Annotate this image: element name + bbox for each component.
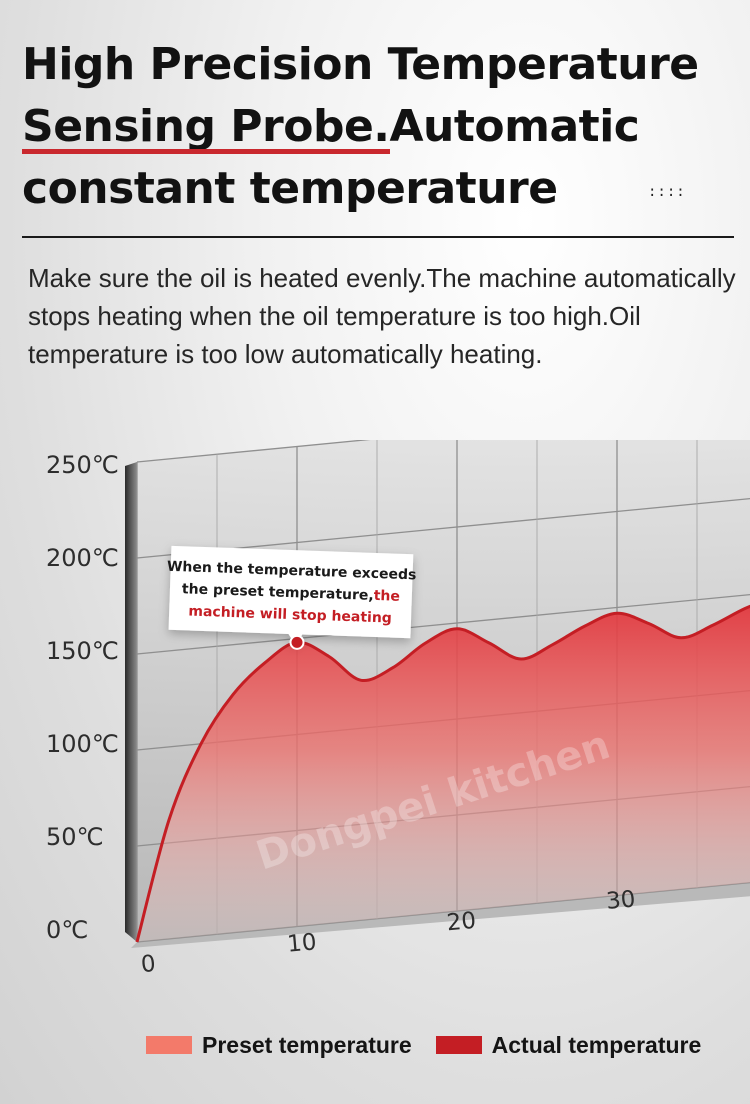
legend-item-actual: Actual temperature bbox=[435, 1031, 702, 1059]
decorative-dots: :::: bbox=[648, 184, 686, 200]
title-line-3: constant temperature bbox=[22, 163, 558, 214]
actual-temperature-line bbox=[135, 604, 750, 943]
page-title: High Precision Temperature Sensing Probe… bbox=[22, 34, 742, 220]
y-tick-label: 50℃ bbox=[46, 823, 104, 851]
y-axis-ticks: 0℃ 50℃ 100℃ 150℃ 200℃ 250℃ bbox=[46, 451, 119, 944]
x-tick-label: 20 bbox=[446, 908, 477, 936]
stop-heating-marker bbox=[289, 634, 305, 650]
chart-floor bbox=[131, 882, 750, 948]
data-point bbox=[744, 607, 746, 609]
annotation-callout bbox=[168, 545, 414, 645]
preset-swatch bbox=[146, 1036, 192, 1054]
data-point bbox=[648, 622, 650, 624]
x-tick-label: 0 bbox=[140, 951, 157, 978]
data-point bbox=[232, 693, 234, 695]
data-point bbox=[264, 662, 266, 664]
actual-swatch bbox=[435, 1036, 482, 1054]
data-point bbox=[712, 624, 714, 626]
x-axis-ticks: 010203040 bbox=[140, 886, 637, 978]
y-tick-label: 0℃ bbox=[46, 916, 88, 944]
y-tick-label: 200℃ bbox=[46, 544, 119, 572]
chart-legend: Preset temperature Actual temperature bbox=[146, 1032, 701, 1058]
legend-label-actual: Actual temperature bbox=[491, 1031, 702, 1058]
data-point bbox=[168, 819, 170, 821]
grid-line-horizontal bbox=[136, 440, 371, 463]
title-line-2-rest: Automatic bbox=[389, 101, 640, 152]
y-tick-label: 250℃ bbox=[46, 451, 119, 479]
title-line-1: High Precision Temperature bbox=[22, 39, 699, 90]
y-tick-label: 100℃ bbox=[46, 730, 119, 758]
description-text: Make sure the oil is heated evenly.The m… bbox=[28, 263, 736, 369]
data-point bbox=[360, 679, 362, 681]
data-point bbox=[680, 637, 682, 639]
data-point bbox=[488, 642, 490, 644]
data-point bbox=[424, 642, 426, 644]
data-point bbox=[584, 625, 586, 627]
annotation-bubble bbox=[168, 545, 414, 645]
title-line-2: Sensing Probe.Automatic bbox=[22, 96, 742, 158]
data-point bbox=[520, 658, 522, 660]
legend-item-preset: Preset temperature bbox=[146, 1032, 412, 1059]
x-tick-label: 30 bbox=[605, 886, 636, 914]
actual-temperature-area bbox=[137, 606, 750, 942]
data-point bbox=[136, 941, 138, 943]
x-tick-label: 10 bbox=[286, 929, 317, 957]
data-point bbox=[616, 612, 618, 614]
legend-label-preset: Preset temperature bbox=[202, 1031, 412, 1058]
chart-side-panel bbox=[125, 462, 137, 942]
data-point bbox=[392, 666, 394, 668]
title-underlined-phrase: Sensing Probe. bbox=[22, 96, 390, 158]
annotation-text: When the temperature exceedsthe preset t… bbox=[165, 559, 416, 628]
y-tick-label: 150℃ bbox=[46, 637, 119, 665]
data-point bbox=[200, 743, 202, 745]
data-point bbox=[328, 655, 330, 657]
data-point bbox=[552, 643, 554, 645]
title-divider bbox=[22, 236, 734, 238]
data-point bbox=[456, 628, 458, 630]
